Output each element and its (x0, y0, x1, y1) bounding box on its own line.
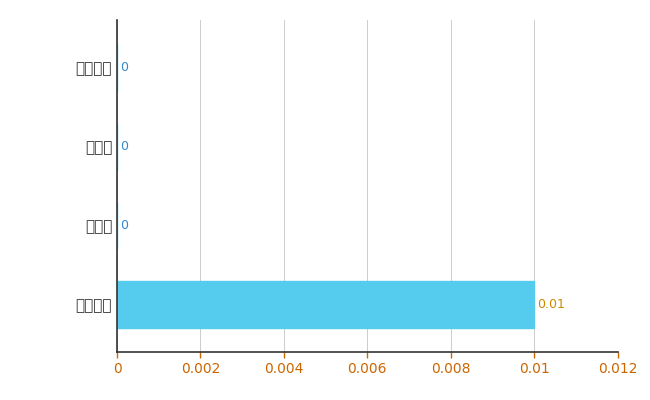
Text: 0.01: 0.01 (538, 298, 566, 311)
Bar (117, 281, 534, 328)
Text: 0: 0 (120, 219, 128, 232)
Text: 0: 0 (120, 61, 128, 74)
Text: 0: 0 (120, 140, 128, 153)
